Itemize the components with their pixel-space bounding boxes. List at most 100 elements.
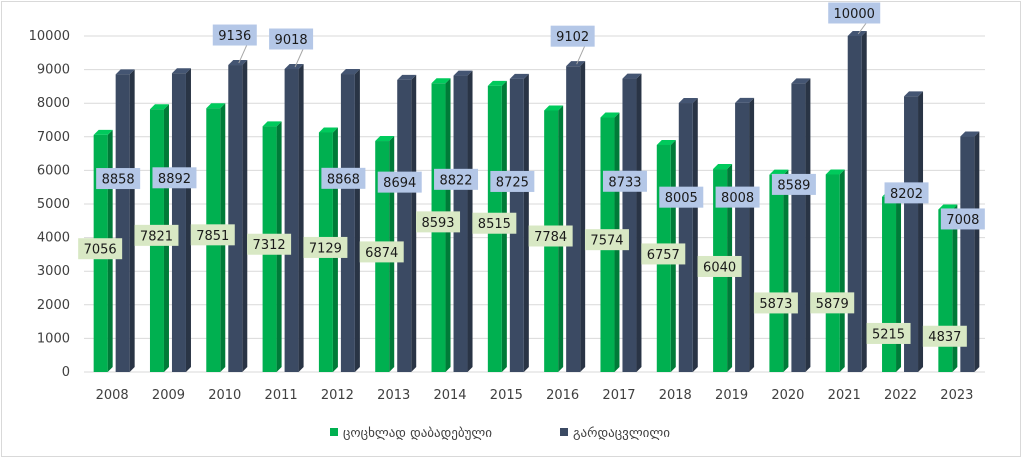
bar-deaths xyxy=(566,61,586,373)
leader-line xyxy=(857,22,867,35)
svg-text:7574: 7574 xyxy=(590,234,623,249)
bar-births xyxy=(769,169,789,372)
bar-births xyxy=(825,169,845,372)
y-tick-label: 2000 xyxy=(37,298,70,313)
data-label-births: 5215 xyxy=(866,322,911,344)
data-label-births: 7574 xyxy=(584,229,629,251)
x-tick-label: 2011 xyxy=(265,388,298,403)
data-label-births: 7821 xyxy=(134,224,179,246)
y-axis: 0 1000 2000 3000 4000 5000 6000 7000 8000 9000 100… xyxy=(29,29,70,380)
bar-deaths xyxy=(622,73,642,372)
legend-swatch xyxy=(330,428,338,436)
legend-label: ცოცხლად დაბადებული xyxy=(343,426,492,441)
bar-deaths xyxy=(284,63,304,372)
svg-text:7056: 7056 xyxy=(84,243,117,258)
legend: ცოცხლად დაბადებული გარდაცვლილი xyxy=(330,426,670,441)
bar-deaths xyxy=(115,69,135,372)
svg-text:6874: 6874 xyxy=(365,246,398,261)
data-label-deaths: 8202 xyxy=(884,182,929,204)
svg-text:4837: 4837 xyxy=(928,330,961,345)
legend-item-births: ცოცხლად დაბადებული xyxy=(330,426,492,441)
svg-text:8515: 8515 xyxy=(478,217,511,232)
svg-text:8008: 8008 xyxy=(721,191,754,206)
data-label-births: 7129 xyxy=(303,236,348,258)
leader-line xyxy=(576,45,586,65)
data-label-births: 4837 xyxy=(922,325,967,347)
svg-text:8005: 8005 xyxy=(665,191,698,206)
svg-text:8733: 8733 xyxy=(608,175,641,190)
data-label-deaths: 8005 xyxy=(659,186,704,208)
svg-text:8725: 8725 xyxy=(496,175,529,190)
leader-line xyxy=(294,48,304,68)
data-labels: 7056 8858 7821 8892 7851 9136 7312 9018 7129 8868… xyxy=(78,2,985,347)
data-label-deaths: 8868 xyxy=(321,167,366,189)
bar-deaths xyxy=(171,68,191,373)
svg-text:10000: 10000 xyxy=(834,7,875,22)
svg-text:8202: 8202 xyxy=(890,187,923,202)
svg-text:5873: 5873 xyxy=(759,297,792,312)
bar-deaths xyxy=(340,69,360,372)
data-label-births: 7784 xyxy=(528,225,573,247)
svg-text:8868: 8868 xyxy=(327,172,360,187)
bar-deaths xyxy=(228,60,248,373)
svg-text:7008: 7008 xyxy=(946,213,979,228)
x-tick-label: 2022 xyxy=(884,388,917,403)
legend-item-deaths: გარდაცვლილი xyxy=(560,426,670,441)
data-label-deaths: 8008 xyxy=(715,186,760,208)
svg-text:8892: 8892 xyxy=(158,172,191,187)
legend-swatch xyxy=(560,428,568,436)
data-label-deaths: 9018 xyxy=(269,28,314,50)
y-tick-label: 9000 xyxy=(37,63,70,78)
x-axis: 2008 2009 2010 2011 2012 2013 2014 2015 2016 2017… xyxy=(96,388,974,403)
x-tick-label: 2014 xyxy=(433,388,466,403)
data-label-deaths: 10000 xyxy=(828,2,881,24)
y-tick-label: 0 xyxy=(62,365,70,380)
data-label-births: 5873 xyxy=(753,292,798,314)
leader-line xyxy=(238,44,248,64)
bar-deaths xyxy=(791,78,811,372)
legend-label: გარდაცვლილი xyxy=(573,426,670,441)
x-tick-label: 2016 xyxy=(546,388,579,403)
y-tick-label: 1000 xyxy=(37,331,70,346)
bar-deaths xyxy=(960,131,980,372)
svg-text:7129: 7129 xyxy=(309,241,342,256)
x-tick-label: 2009 xyxy=(152,388,185,403)
data-label-births: 7312 xyxy=(247,233,292,255)
svg-text:9136: 9136 xyxy=(218,29,251,44)
x-tick-label: 2023 xyxy=(940,388,973,403)
bar-deaths xyxy=(735,97,755,372)
bar-deaths xyxy=(847,31,867,372)
data-label-deaths: 9136 xyxy=(212,24,257,46)
y-tick-label: 4000 xyxy=(37,231,70,246)
x-tick-label: 2018 xyxy=(659,388,692,403)
data-label-deaths: 8694 xyxy=(377,171,422,193)
data-label-births: 6040 xyxy=(697,255,742,277)
svg-text:5215: 5215 xyxy=(872,327,905,342)
y-tick-label: 7000 xyxy=(37,130,70,145)
data-label-births: 6757 xyxy=(641,243,686,265)
bar-deaths xyxy=(678,98,698,373)
svg-text:6757: 6757 xyxy=(647,248,680,263)
x-tick-label: 2013 xyxy=(377,388,410,403)
bars xyxy=(93,31,980,373)
data-label-deaths: 7008 xyxy=(940,208,985,230)
svg-text:7821: 7821 xyxy=(140,229,173,244)
data-label-deaths: 8589 xyxy=(771,173,816,195)
data-label-deaths: 8725 xyxy=(490,170,535,192)
bar-deaths xyxy=(904,91,924,372)
y-tick-label: 8000 xyxy=(37,96,70,111)
bar-births xyxy=(882,191,902,372)
y-tick-label: 3000 xyxy=(37,264,70,279)
svg-text:8822: 8822 xyxy=(439,173,472,188)
x-tick-label: 2017 xyxy=(602,388,635,403)
x-tick-label: 2012 xyxy=(321,388,354,403)
data-label-births: 5879 xyxy=(810,292,855,314)
svg-text:7784: 7784 xyxy=(534,230,567,245)
svg-text:8858: 8858 xyxy=(102,173,135,188)
data-label-births: 7056 xyxy=(78,238,123,260)
y-tick-label: 10000 xyxy=(29,29,70,44)
svg-text:9102: 9102 xyxy=(556,30,589,45)
data-label-deaths: 8822 xyxy=(434,168,479,190)
svg-text:7851: 7851 xyxy=(196,229,229,244)
